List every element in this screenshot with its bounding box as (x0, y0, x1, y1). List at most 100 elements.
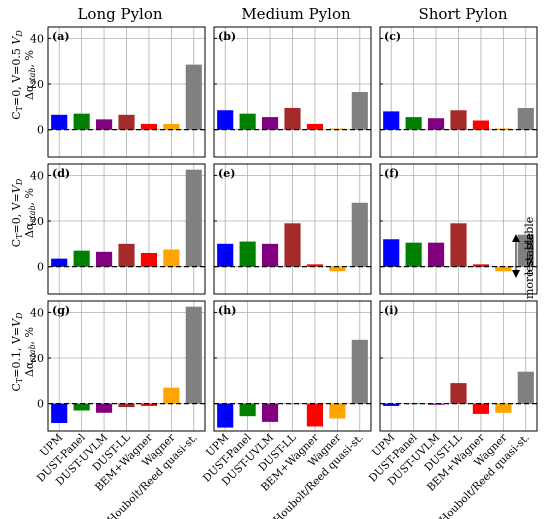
bar-dust-panel (239, 241, 256, 267)
bar-houbolt-reed-quasi-st- (185, 64, 202, 130)
bar-dust-uvlm (261, 403, 279, 422)
stability-arrowhead-down (512, 270, 520, 278)
row-label-1: CT=0, V=0.5 VD (10, 30, 24, 120)
panel-frame (213, 163, 372, 295)
panel-label: (a) (52, 30, 70, 43)
bar-bem-wagner (140, 252, 158, 267)
bar-houbolt-reed-quasi-st- (517, 107, 534, 130)
panel-label: (d) (52, 167, 70, 180)
panel-label: (g) (52, 304, 70, 317)
bar-upm (217, 243, 234, 267)
bar-upm (51, 258, 68, 267)
panel-frame (47, 163, 206, 295)
panel-b: (b) (213, 26, 372, 158)
bar-houbolt-reed-quasi-st- (351, 339, 368, 404)
panel-frame (47, 300, 206, 432)
bar-wagner (329, 403, 346, 419)
svg-text:Δαstab, %: Δαstab, % (23, 50, 37, 100)
panel-label: (c) (384, 30, 401, 43)
bar-dust-panel (405, 242, 422, 267)
bar-dust-uvlm (261, 117, 279, 130)
panel-e: (e) (213, 163, 372, 295)
bar-wagner (163, 249, 180, 267)
bar-dust-uvlm (95, 251, 113, 267)
panel-frame (379, 163, 538, 295)
bar-houbolt-reed-quasi-st- (351, 92, 368, 130)
bar-dust-ll (118, 243, 135, 267)
bar-dust-ll (118, 403, 135, 408)
column-title-short: Short Pylon (419, 5, 508, 23)
panel-d: 0 20 40 (d) (30, 163, 206, 295)
panel-label: (i) (384, 304, 399, 317)
x-tick-labels: UPMDUST-PanelDUST-UVLMDUST-LLBEM+WagnerW… (35, 431, 532, 519)
panel-frame (47, 26, 206, 158)
bar-dust-ll (450, 383, 467, 404)
row-label-2: CT=0, V=VD (10, 178, 24, 247)
y-tick-label: 20 (30, 78, 44, 91)
panel-frame (379, 26, 538, 158)
bar-houbolt-reed-quasi-st- (185, 169, 202, 267)
bar-dust-panel (405, 117, 422, 130)
panel-frame (213, 300, 372, 432)
bar-houbolt-reed-quasi-st- (185, 306, 202, 404)
bar-dust-panel (239, 113, 256, 130)
row-label-3: CT=0.1, V=VD (10, 312, 24, 392)
y-tick-label: 0 (37, 124, 44, 137)
panel-f: (f) (379, 163, 538, 295)
bar-dust-ll (450, 110, 467, 130)
bar-upm (383, 403, 400, 406)
bar-houbolt-reed-quasi-st- (351, 202, 368, 267)
y-tick-label: 0 (37, 398, 44, 411)
bar-bem-wagner (306, 403, 324, 427)
panel-label: (e) (218, 167, 235, 180)
bar-bem-wagner (472, 120, 490, 130)
panel-frame (379, 300, 538, 432)
panel-c: (c) (379, 26, 538, 158)
ylabel-units-3: Δαstab, % (23, 327, 37, 377)
bar-wagner (163, 123, 180, 130)
stability-label-up: less stable (523, 217, 536, 276)
y-tick-label: 20 (30, 215, 44, 228)
stability-arrowhead-up (512, 234, 520, 242)
bar-upm (217, 403, 234, 428)
bar-upm (217, 110, 234, 130)
bar-dust-uvlm (427, 118, 445, 130)
panel-label: (b) (218, 30, 236, 43)
bar-upm (383, 239, 400, 267)
bar-dust-ll (284, 403, 301, 405)
bar-dust-uvlm (95, 119, 113, 130)
bar-houbolt-reed-quasi-st- (517, 234, 534, 267)
panel-a: 0 20 40 (a) (30, 26, 206, 158)
panel-frame (213, 26, 372, 158)
stability-label-down: more stable (523, 233, 536, 299)
y-tick-label: 40 (30, 306, 44, 319)
svg-text:Δαstab, %: Δαstab, % (23, 327, 37, 377)
bar-bem-wagner (140, 123, 158, 130)
panel-label: (f) (384, 167, 399, 180)
bar-dust-ll (284, 107, 301, 130)
bar-bem-wagner (306, 123, 324, 130)
bar-wagner (163, 387, 180, 404)
bar-dust-panel (239, 403, 256, 417)
bar-upm (383, 111, 400, 130)
bar-dust-panel (73, 250, 90, 267)
bar-wagner (495, 403, 512, 413)
bar-dust-ll (118, 114, 135, 130)
bar-bem-wagner (472, 403, 490, 414)
bar-dust-uvlm (95, 403, 113, 413)
bar-upm (51, 114, 68, 130)
bar-bem-wagner (140, 403, 158, 406)
svg-text:CT=0, V=VD: CT=0, V=VD (10, 178, 24, 247)
panels: 0 20 40 (a) (b) (c) 0 20 40 (d) (e) (f) 0 20 40 (g) (h) (… (30, 26, 538, 432)
bar-dust-ll (284, 223, 301, 267)
bar-dust-uvlm (427, 242, 445, 267)
bar-dust-panel (73, 403, 90, 411)
bar-houbolt-reed-quasi-st- (517, 371, 534, 404)
ylabel-units-2: Δαstab, % (23, 188, 37, 238)
panel-i: (i) (379, 300, 538, 432)
bar-dust-uvlm (261, 243, 279, 267)
ylabel-units-1: Δαstab, % (23, 50, 37, 100)
y-tick-label: 40 (30, 32, 44, 45)
svg-text:CT=0, V=0.5 VD: CT=0, V=0.5 VD (10, 30, 24, 120)
